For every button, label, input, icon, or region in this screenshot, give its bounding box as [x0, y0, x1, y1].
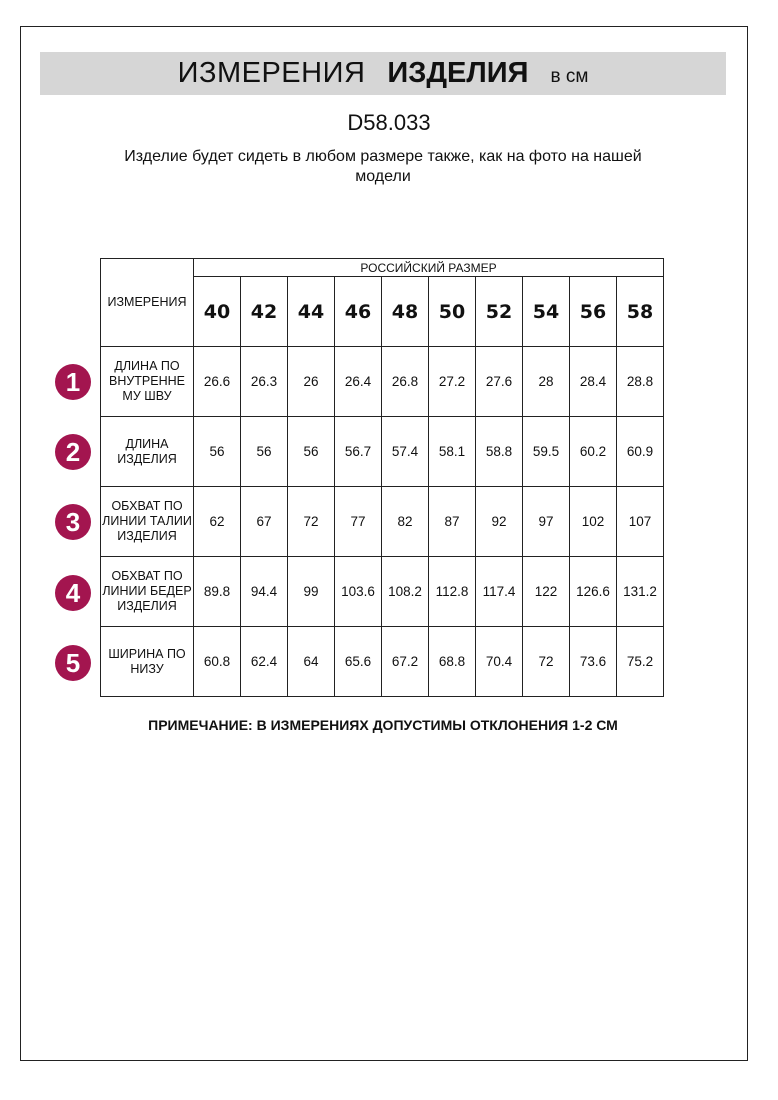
size-header: 46	[334, 276, 382, 347]
value-cell: 60.9	[616, 416, 664, 487]
subtitle: Изделие будет сидеть в любом размере так…	[124, 148, 642, 185]
value-cell: 26.3	[240, 346, 288, 417]
value-cell: 26.8	[381, 346, 429, 417]
label-header: ИЗМЕРЕНИЯ	[100, 258, 194, 347]
title-bar: ИЗМЕРЕНИЯ ИЗДЕЛИЯ в см	[40, 52, 726, 95]
table-row: ОБХВАТ ПО ЛИНИИ БЕДЕР ИЗДЕЛИЯ 89.8 94.4 99 1…	[100, 556, 664, 627]
size-table: ИЗМЕРЕНИЯ РОССИЙСКИЙ РАЗМЕР 40 42 44 46 48 50…	[100, 258, 664, 697]
note: ПРИМЕЧАНИЕ: В ИЗМЕРЕНИЯХ ДОПУСТИМЫ ОТКЛО…	[148, 717, 618, 733]
table-row: ОБХВАТ ПО ЛИНИИ ТАЛИИ ИЗДЕЛИЯ 62 67 72 77 82 8…	[100, 486, 664, 557]
value-cell: 122	[522, 556, 570, 627]
value-cell: 57.4	[381, 416, 429, 487]
size-header: 56	[569, 276, 617, 347]
value-cell: 77	[334, 486, 382, 557]
value-cell: 27.6	[475, 346, 523, 417]
value-cell: 58.1	[428, 416, 476, 487]
value-cell: 27.2	[428, 346, 476, 417]
value-cell: 26.6	[193, 346, 241, 417]
value-cell: 73.6	[569, 626, 617, 697]
value-cell: 72	[287, 486, 335, 557]
title-bold: ИЗДЕЛИЯ	[387, 57, 529, 89]
value-cell: 56.7	[334, 416, 382, 487]
page-frame	[20, 26, 748, 1061]
size-header: 40	[193, 276, 241, 347]
value-cell: 60.8	[193, 626, 241, 697]
row-number-badge: 5	[55, 645, 91, 681]
value-cell: 60.2	[569, 416, 617, 487]
value-cell: 89.8	[193, 556, 241, 627]
value-cell: 72	[522, 626, 570, 697]
value-cell: 28.4	[569, 346, 617, 417]
measurement-label: ОБХВАТ ПО ЛИНИИ БЕДЕР ИЗДЕЛИЯ	[100, 556, 194, 627]
value-cell: 59.5	[522, 416, 570, 487]
value-cell: 99	[287, 556, 335, 627]
value-cell: 56	[193, 416, 241, 487]
value-cell: 68.8	[428, 626, 476, 697]
measurement-label: ДЛИНА ПО ВНУТРЕННЕ МУ ШВУ	[100, 346, 194, 417]
table-row: ДЛИНА ИЗДЕЛИЯ 56 56 56 56.7 57.4 58.1 58.8 59.5 6…	[100, 416, 664, 487]
value-cell: 112.8	[428, 556, 476, 627]
size-group-header: РОССИЙСКИЙ РАЗМЕР	[193, 258, 664, 277]
table-row: ШИРИНА ПО НИЗУ 60.8 62.4 64 65.6 67.2 68.8 70.4…	[100, 626, 664, 697]
title-unit: в см	[550, 66, 589, 87]
value-cell: 64	[287, 626, 335, 697]
measurement-label: ШИРИНА ПО НИЗУ	[100, 626, 194, 697]
value-cell: 117.4	[475, 556, 523, 627]
value-cell: 56	[240, 416, 288, 487]
product-code: D58.033	[347, 110, 431, 135]
measurement-label: ОБХВАТ ПО ЛИНИИ ТАЛИИ ИЗДЕЛИЯ	[100, 486, 194, 557]
row-number-badge: 1	[55, 364, 91, 400]
size-header: 54	[522, 276, 570, 347]
value-cell: 26	[287, 346, 335, 417]
value-cell: 67.2	[381, 626, 429, 697]
value-cell: 62.4	[240, 626, 288, 697]
title-regular: ИЗМЕРЕНИЯ	[177, 57, 366, 89]
table-row: ДЛИНА ПО ВНУТРЕННЕ МУ ШВУ 26.6 26.3 26 26.4 2…	[100, 346, 664, 417]
value-cell: 94.4	[240, 556, 288, 627]
row-number-badge: 4	[55, 575, 91, 611]
value-cell: 28.8	[616, 346, 664, 417]
row-number-badge: 2	[55, 434, 91, 470]
value-cell: 97	[522, 486, 570, 557]
value-cell: 103.6	[334, 556, 382, 627]
value-cell: 102	[569, 486, 617, 557]
size-header: 50	[428, 276, 476, 347]
value-cell: 126.6	[569, 556, 617, 627]
size-header: 52	[475, 276, 523, 347]
value-cell: 87	[428, 486, 476, 557]
row-number-badge: 3	[55, 504, 91, 540]
value-cell: 56	[287, 416, 335, 487]
value-cell: 70.4	[475, 626, 523, 697]
size-header: 58	[616, 276, 664, 347]
size-header: 42	[240, 276, 288, 347]
value-cell: 65.6	[334, 626, 382, 697]
value-cell: 28	[522, 346, 570, 417]
value-cell: 108.2	[381, 556, 429, 627]
value-cell: 62	[193, 486, 241, 557]
size-header: 44	[287, 276, 335, 347]
measurement-label: ДЛИНА ИЗДЕЛИЯ	[100, 416, 194, 487]
value-cell: 82	[381, 486, 429, 557]
value-cell: 75.2	[616, 626, 664, 697]
value-cell: 26.4	[334, 346, 382, 417]
value-cell: 67	[240, 486, 288, 557]
value-cell: 92	[475, 486, 523, 557]
value-cell: 107	[616, 486, 664, 557]
value-cell: 58.8	[475, 416, 523, 487]
size-header: 48	[381, 276, 429, 347]
value-cell: 131.2	[616, 556, 664, 627]
